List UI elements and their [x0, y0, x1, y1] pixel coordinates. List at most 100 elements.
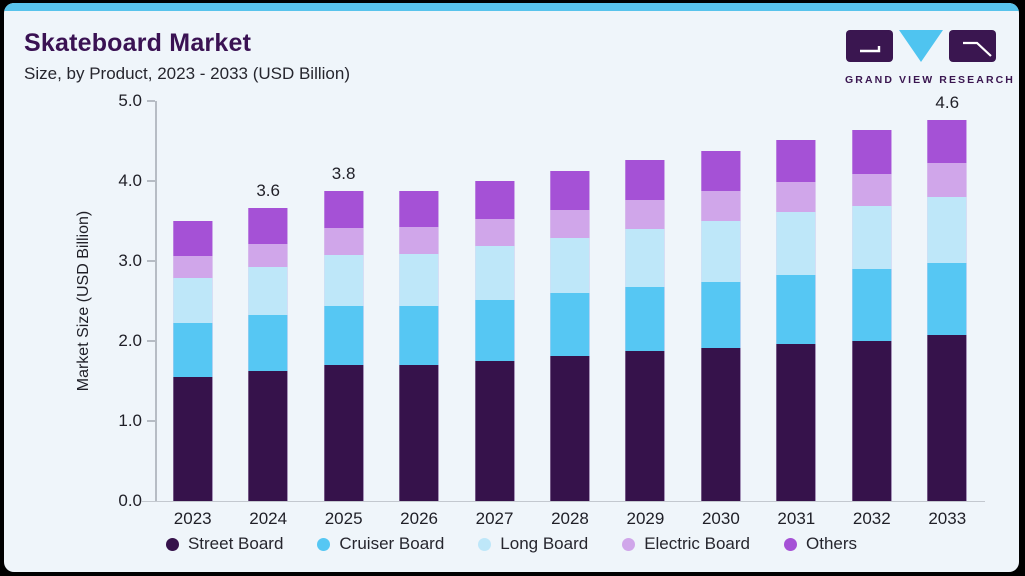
stacked-bar-2030[interactable] [700, 150, 741, 501]
y-tick-label: 3.0 [118, 251, 142, 270]
y-axis-title: Market Size (USD Billion) [75, 210, 92, 392]
stacked-bar-2028[interactable] [549, 170, 590, 501]
bar-segment-electric-board[interactable] [248, 244, 289, 268]
bar-column-2031: 2031 [760, 101, 832, 528]
stacked-bar-2026[interactable] [399, 191, 440, 501]
bar-segment-electric-board[interactable] [776, 181, 817, 213]
bar-segment-street-board[interactable] [474, 361, 515, 501]
y-tick-label: 5.0 [118, 91, 142, 110]
bar-segment-electric-board[interactable] [549, 209, 590, 238]
bar-segment-others[interactable] [851, 129, 892, 174]
x-tick-label: 2028 [551, 509, 589, 528]
bar-segment-cruiser-board[interactable] [700, 281, 741, 349]
legend-item-long-board[interactable]: Long Board [478, 534, 588, 554]
bar-segment-others[interactable] [625, 160, 666, 201]
bar-segment-electric-board[interactable] [851, 173, 892, 206]
bar-segment-others[interactable] [399, 191, 440, 228]
bar-segment-long-board[interactable] [700, 221, 741, 282]
bar-segment-long-board[interactable] [248, 267, 289, 316]
bar-column-2025: 3.8 2025 [308, 101, 380, 528]
legend-label: Cruiser Board [339, 534, 445, 553]
stacked-bar-2031[interactable] [776, 140, 817, 501]
bar-column-2029: 2029 [609, 101, 681, 528]
chart-card: Skateboard Market Size, by Product, 2023… [4, 3, 1019, 572]
bar-segment-long-board[interactable] [625, 229, 666, 287]
bar-segment-street-board[interactable] [172, 377, 213, 501]
x-tick-label: 2032 [852, 509, 891, 528]
bar-segment-long-board[interactable] [323, 254, 364, 306]
bar-segment-street-board[interactable] [549, 356, 590, 501]
y-tick-mark [147, 340, 155, 342]
legend-dot-icon [165, 537, 179, 551]
y-tick-label: 4.0 [118, 171, 142, 190]
bar-segment-long-board[interactable] [776, 212, 817, 276]
bar-segment-street-board[interactable] [625, 351, 666, 501]
bar-segment-street-board[interactable] [927, 335, 968, 501]
stacked-bar-2029[interactable] [625, 160, 666, 501]
legend-item-others[interactable]: Others [784, 534, 857, 554]
bar-segment-long-board[interactable] [474, 245, 515, 301]
plot-area: Market Size (USD Billion) 0.0 1.0 2.0 3.0 4.… [75, 91, 985, 528]
logo-wordmark: GRAND VIEW RESEARCH [845, 74, 1015, 86]
stacked-bar-2027[interactable] [474, 181, 515, 501]
x-tick-label: 2029 [626, 509, 665, 528]
legend-item-cruiser-board[interactable]: Cruiser Board [317, 534, 444, 554]
bar-segment-electric-board[interactable] [927, 163, 968, 198]
stacked-bar-2032[interactable] [851, 129, 892, 501]
bar-segment-street-board[interactable] [851, 341, 892, 501]
x-tick-label: 2027 [475, 509, 514, 528]
x-tick-label: 2024 [249, 509, 288, 528]
legend-item-electric-board[interactable]: Electric Board [622, 534, 750, 554]
bar-segment-electric-board[interactable] [323, 228, 364, 255]
bar-segment-street-board[interactable] [248, 370, 289, 501]
bar-segment-street-board[interactable] [323, 365, 364, 501]
bar-segment-cruiser-board[interactable] [474, 300, 515, 361]
legend-dot-icon [622, 537, 636, 551]
y-tick-label: 1.0 [118, 411, 142, 430]
bar-segment-street-board[interactable] [776, 344, 817, 501]
legend-item-street-board[interactable]: Street Board [165, 534, 283, 554]
bar-segment-others[interactable] [248, 208, 289, 245]
bar-segment-street-board[interactable] [700, 348, 741, 501]
stacked-bar-2024[interactable] [248, 208, 289, 501]
bar-segment-street-board[interactable] [399, 365, 440, 501]
bar-segment-cruiser-board[interactable] [851, 269, 892, 341]
stacked-bar-2033[interactable] [927, 120, 968, 501]
bar-segment-cruiser-board[interactable] [172, 323, 213, 377]
bar-segment-long-board[interactable] [549, 237, 590, 294]
bar-segment-cruiser-board[interactable] [927, 263, 968, 336]
bar-column-2033: 4.6 2033 [911, 93, 983, 528]
legend-dot-icon [784, 537, 798, 551]
bar-segment-cruiser-board[interactable] [625, 286, 666, 352]
bar-segment-long-board[interactable] [399, 253, 440, 306]
chart-header: Skateboard Market Size, by Product, 2023… [24, 29, 350, 84]
bar-segment-cruiser-board[interactable] [399, 305, 440, 365]
x-tick-label: 2026 [400, 509, 438, 528]
x-axis-line [141, 500, 985, 502]
bar-segment-long-board[interactable] [172, 277, 213, 324]
y-tick-label: 2.0 [118, 331, 142, 350]
legend-label: Long Board [500, 534, 589, 553]
bar-segment-others[interactable] [172, 221, 213, 257]
bar-segment-others[interactable] [549, 170, 590, 210]
bar-segment-long-board[interactable] [927, 197, 968, 264]
bar-segment-others[interactable] [323, 191, 364, 229]
bar-segment-others[interactable] [700, 150, 741, 192]
bar-segment-others[interactable] [927, 120, 968, 164]
bar-segment-electric-board[interactable] [474, 218, 515, 246]
bar-segment-electric-board[interactable] [625, 200, 666, 230]
x-tick-label: 2031 [777, 509, 816, 528]
bar-segment-cruiser-board[interactable] [776, 275, 817, 345]
stacked-bar-2023[interactable] [172, 221, 213, 501]
bar-segment-electric-board[interactable] [399, 227, 440, 254]
bar-segment-cruiser-board[interactable] [248, 315, 289, 371]
bar-segment-cruiser-board[interactable] [549, 293, 590, 357]
bar-segment-cruiser-board[interactable] [323, 305, 364, 365]
bar-column-2032: 2032 [836, 101, 908, 528]
bar-segment-electric-board[interactable] [700, 191, 741, 222]
bar-segment-long-board[interactable] [851, 205, 892, 269]
bar-segment-others[interactable] [776, 140, 817, 182]
bar-segment-others[interactable] [474, 181, 515, 219]
bar-segment-electric-board[interactable] [172, 256, 213, 278]
stacked-bar-2025[interactable] [323, 191, 364, 501]
